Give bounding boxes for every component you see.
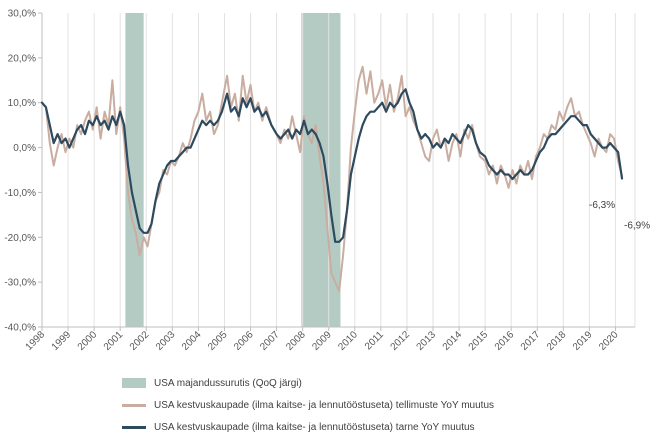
series-line-orders: [41, 65, 623, 293]
legend-item-orders: USA kestvuskaupade (ilma kaitse- ja lenn…: [122, 394, 494, 416]
y-tick-label: -10,0%: [4, 188, 36, 199]
x-tick-label: 2004: [180, 329, 204, 353]
y-tick-label: 20,0%: [8, 53, 36, 64]
legend-item-recession: USA majandussurutis (QoQ järgi): [122, 372, 494, 394]
y-tick-label: 10,0%: [8, 98, 36, 109]
x-tick-label: 2003: [154, 329, 178, 353]
legend-swatch-recession: [122, 378, 146, 388]
legend-swatch-shipments: [122, 425, 146, 429]
legend-label-shipments: USA kestvuskaupade (ilma kaitse- ja lenn…: [154, 421, 475, 433]
x-tick-label: 2018: [545, 329, 569, 353]
y-tick-label: 30,0%: [8, 9, 36, 20]
x-tick-label: 2019: [571, 329, 595, 353]
x-tick-label: 2002: [128, 329, 152, 353]
x-tick-label: 2009: [310, 329, 334, 353]
legend-swatch-orders: [122, 403, 146, 407]
series-lines: [40, 65, 624, 293]
x-tick-label: 2015: [467, 329, 491, 353]
y-tick-label: -30,0%: [4, 278, 36, 289]
x-tick-label: 2016: [493, 329, 517, 353]
legend-item-shipments: USA kestvuskaupade (ilma kaitse- ja lenn…: [122, 416, 494, 438]
x-tick-label: 1999: [50, 329, 74, 353]
x-tick-label: 2005: [206, 329, 230, 353]
legend-label-recession: USA majandussurutis (QoQ järgi): [154, 377, 302, 389]
x-tick-label: 2010: [336, 329, 360, 353]
x-tick-label: 2013: [415, 329, 439, 353]
x-tick-label: 2000: [76, 329, 100, 353]
legend: USA majandussurutis (QoQ järgi) USA kest…: [122, 372, 494, 438]
annotation-orders-last: -6,3%: [589, 200, 615, 211]
x-tick-label: 2014: [441, 329, 465, 353]
legend-label-orders: USA kestvuskaupade (ilma kaitse- ja lenn…: [154, 399, 494, 411]
y-tick-label: -20,0%: [4, 233, 36, 244]
annotation-shipments-last: -6,9%: [624, 221, 650, 232]
y-tick-label: -40,0%: [4, 323, 36, 334]
annotations: -6,3% -6,9%: [589, 200, 650, 232]
y-tick-label: 0,0%: [13, 143, 36, 154]
series-line-shipments: [40, 88, 624, 243]
x-tick-label: 2007: [258, 329, 282, 353]
x-tick-label: 2017: [519, 329, 543, 353]
x-tick-label: 2011: [363, 329, 386, 352]
x-tick-label: 2012: [389, 329, 413, 353]
x-tick-label: 2006: [232, 329, 256, 353]
x-tick-label: 2008: [284, 329, 308, 353]
recession-bands: [125, 13, 341, 327]
x-tick-label: 2020: [597, 329, 621, 353]
x-tick-label: 2001: [102, 329, 126, 353]
